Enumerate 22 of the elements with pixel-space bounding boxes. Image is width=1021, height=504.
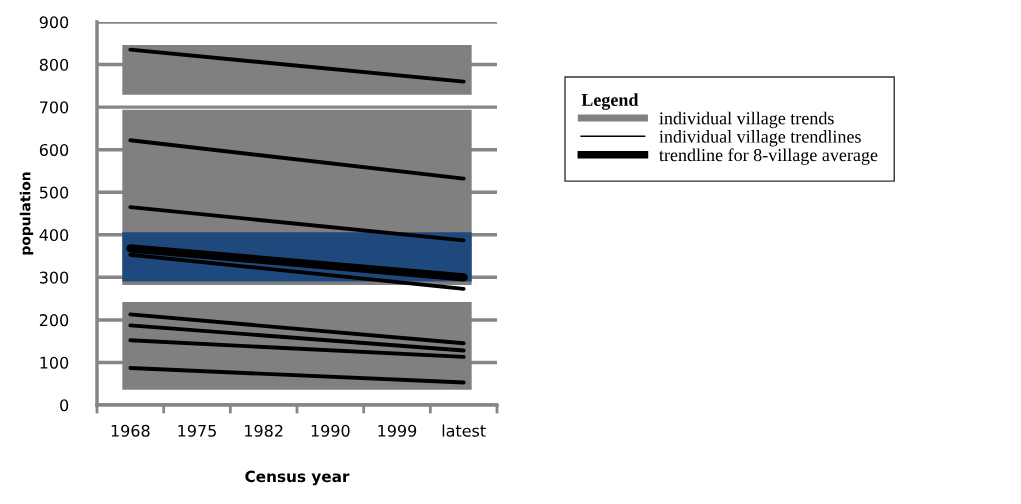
y-tick-label: 600 [39,143,69,156]
x-tick-label: latest [442,424,486,437]
x-tick-label: 1968 [111,424,150,437]
x-tick-label: 1975 [178,424,216,437]
y-tick-label: 0 [60,399,69,412]
legend-title: Legend [581,93,639,110]
y-tick-label: 900 [39,16,69,29]
legend-label: individual village trendlines [659,130,861,147]
y-tick-label: 800 [39,58,69,71]
legend-label: individual village trends [659,111,834,129]
x-tick-label: 1999 [378,424,417,437]
x-tick-label: 1990 [311,424,350,437]
x-axis-title: Census year [245,470,350,486]
y-tick-label: 700 [40,101,69,114]
y-tick-label: 500 [39,186,69,199]
y-tick-label: 200 [39,314,69,327]
y-tick-label: 100 [40,356,69,369]
y-tick-label: 400 [39,228,69,242]
y-axis-title: population [19,172,34,255]
y-tick-label: 300 [39,271,69,284]
legend-label: trendline for 8-village average [659,148,878,165]
x-tick-label: 1982 [245,424,283,437]
